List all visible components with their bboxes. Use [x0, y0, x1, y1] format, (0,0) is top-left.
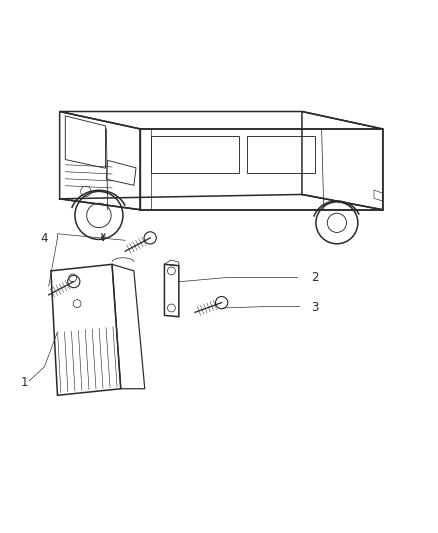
Text: 3: 3 — [311, 302, 319, 314]
Text: 2: 2 — [311, 271, 319, 284]
Text: 4: 4 — [41, 232, 48, 245]
Text: 1: 1 — [21, 376, 28, 389]
